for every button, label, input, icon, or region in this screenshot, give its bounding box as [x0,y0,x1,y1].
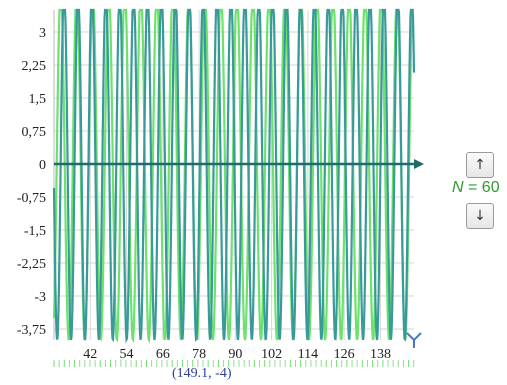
x-tick-label: 126 [334,347,355,362]
n-value: = 60 [463,179,500,196]
y-tick-label: 1,5 [29,92,47,107]
y-tick-label: 0 [39,158,46,173]
cursor-marker[interactable] [406,332,422,348]
x-tick-label: 138 [370,347,391,362]
x-tick-label: 66 [156,347,170,362]
y-tick-label: -2,25 [17,257,46,272]
y-tick-label: 3 [39,26,46,41]
arrow-up-icon: ↑ [474,157,486,173]
y-tick-label: -1,5 [24,224,46,239]
series-line [52,8,416,344]
series-teal [52,8,416,344]
x-axis [54,159,424,169]
y-tick-label: -0,75 [17,191,46,206]
arrow-down-icon: ↓ [474,208,486,224]
x-tick-label: 42 [83,347,97,362]
x-tick-label: 54 [120,347,134,362]
x-tick-label: 78 [192,347,206,362]
cursor-marker-icon [406,332,422,348]
y-tick-label: -3 [34,290,46,305]
x-tick-labels: 42 54 66 78 90 102 114 126 138 [83,347,391,362]
x-axis-arrow-icon [414,159,424,169]
y-tick-label: 0,75 [22,125,47,140]
decrease-n-button[interactable]: ↓ [466,203,494,229]
n-symbol: N [452,179,464,196]
y-tick-labels: 3 2,25 1,5 0,75 0 -0,75 -1,5 -2,25 -3 -3,75 [17,26,46,338]
function-plot[interactable]: 3 2,25 1,5 0,75 0 -0,75 -1,5 -2,25 -3 -3,75 42 54 6… [0,0,450,385]
x-rug-marks [53,360,415,367]
y-tick-label: -3,75 [17,323,46,338]
x-tick-label: 114 [298,347,318,362]
n-value-label: N = 60 [452,179,500,197]
x-tick-label: 102 [261,347,282,362]
cursor-coordinate-readout: (149.1, -4) [172,366,232,381]
x-tick-label: 90 [228,347,242,362]
increase-n-button[interactable]: ↑ [466,152,494,178]
y-tick-label: 2,25 [22,59,47,74]
